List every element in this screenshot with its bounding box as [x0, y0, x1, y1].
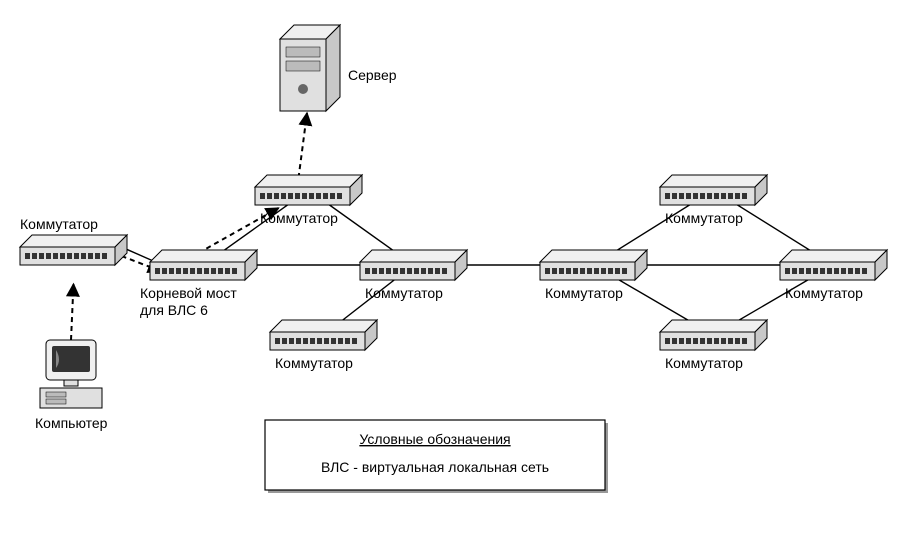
network-diagram: Компьютер Сервер Коммутатор Корневой мостдл… [0, 0, 900, 550]
node-sw_r_bot: Коммутатор [660, 320, 767, 371]
node-sw_r_top: Коммутатор [660, 175, 767, 226]
node-label: Коммутатор [545, 285, 623, 301]
node-sw_r1: Коммутатор [540, 250, 647, 301]
node-label: Корневой мост [140, 285, 237, 301]
node-server: Сервер [280, 25, 397, 111]
node-sw_left: Коммутатор [20, 216, 127, 265]
node-sw_mid: Коммутатор [360, 250, 467, 301]
nodes: Компьютер Сервер Коммутатор Корневой мостдл… [20, 25, 887, 431]
node-label: Сервер [348, 67, 397, 83]
node-label: Компьютер [35, 415, 108, 431]
legend-title: Условные обозначения [359, 431, 510, 447]
node-sw_r2: Коммутатор [780, 250, 887, 301]
legend-text: ВЛС - виртуальная локальная сеть [321, 459, 549, 475]
node-label: Коммутатор [260, 210, 338, 226]
node-label: Коммутатор [665, 210, 743, 226]
node-label-2: для ВЛС 6 [140, 302, 208, 318]
node-label: Коммутатор [365, 285, 443, 301]
node-label: Коммутатор [665, 355, 743, 371]
node-label: Коммутатор [275, 355, 353, 371]
node-sw_root: Корневой мостдля ВЛС 6 [140, 250, 257, 318]
node-label: Коммутатор [20, 216, 98, 232]
node-sw_botL: Коммутатор [270, 320, 377, 371]
legend-box: Условные обозначения ВЛС - виртуальная л… [265, 420, 608, 493]
node-label: Коммутатор [785, 285, 863, 301]
node-computer: Компьютер [35, 340, 108, 431]
node-sw_top: Коммутатор [255, 175, 362, 226]
